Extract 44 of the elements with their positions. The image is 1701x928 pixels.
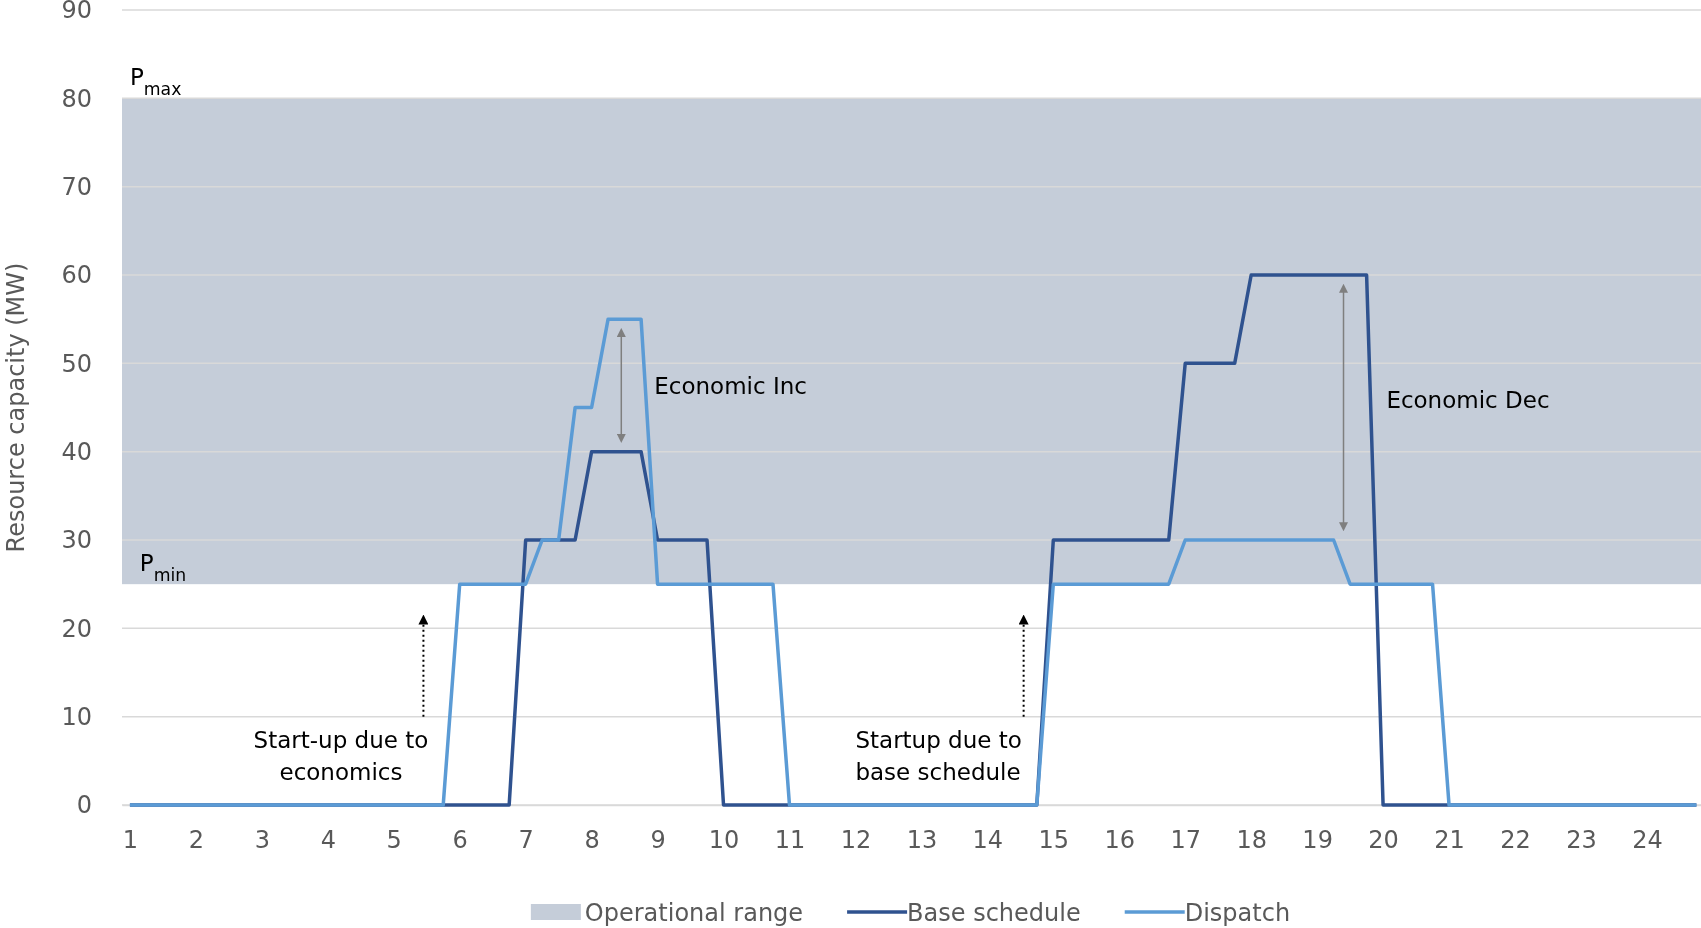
annotation: Startup due to base schedule	[855, 726, 1022, 785]
x-tick-label: 19	[1302, 826, 1333, 855]
x-tick-label: 11	[774, 826, 806, 855]
y-tick-label: 10	[61, 702, 92, 731]
x-tick-label: 8	[584, 826, 600, 855]
annotation: Economic Dec	[1386, 386, 1550, 413]
x-tick-label: 24	[1632, 826, 1663, 855]
x-tick-label: 21	[1434, 826, 1465, 855]
x-tick-label: 3	[254, 826, 270, 855]
x-tick-label: 12	[840, 826, 872, 855]
y-tick-label: 0	[76, 791, 92, 820]
legend-label: Dispatch	[1184, 899, 1291, 927]
x-tick-label: 4	[320, 826, 336, 855]
x-tick-label: 5	[386, 826, 402, 855]
x-tick-label: 23	[1566, 826, 1597, 855]
x-tick-label: 1	[122, 826, 139, 855]
x-tick-label: 2	[188, 826, 205, 855]
y-tick-label: 60	[61, 261, 92, 290]
x-tick-label: 18	[1236, 826, 1267, 855]
y-tick-label: 90	[61, 0, 92, 25]
x-tick-label: 20	[1368, 826, 1399, 855]
x-tick-label: 10	[708, 826, 740, 855]
y-tick-label: 40	[61, 437, 92, 466]
y-tick-label: 20	[61, 614, 92, 643]
annotation: Economic Inc	[654, 373, 807, 400]
legend-label: Operational range	[584, 899, 804, 927]
x-tick-label: 14	[972, 826, 1004, 855]
annotation: Start-up due to economics	[253, 726, 429, 785]
x-tick-label: 13	[906, 826, 938, 855]
y-tick-label: 50	[61, 349, 92, 378]
y-tick-label: 80	[61, 84, 92, 113]
legend-label: Base schedule	[907, 899, 1081, 927]
y-tick-label: 30	[61, 526, 92, 555]
y-axis-title: Resource capacity (MW)	[2, 262, 30, 553]
x-tick-label: 7	[518, 826, 534, 855]
x-tick-label: 6	[452, 826, 468, 855]
y-tick-label: 70	[61, 172, 92, 201]
x-tick-label: 16	[1104, 826, 1136, 855]
annotation: P$_{min}$	[139, 549, 187, 585]
x-tick-label: 17	[1170, 826, 1201, 855]
x-tick-label: 15	[1038, 826, 1070, 855]
x-tick-label: 9	[650, 826, 666, 855]
x-tick-label: 22	[1500, 826, 1531, 855]
annotation: P$_{max}$	[129, 64, 182, 100]
